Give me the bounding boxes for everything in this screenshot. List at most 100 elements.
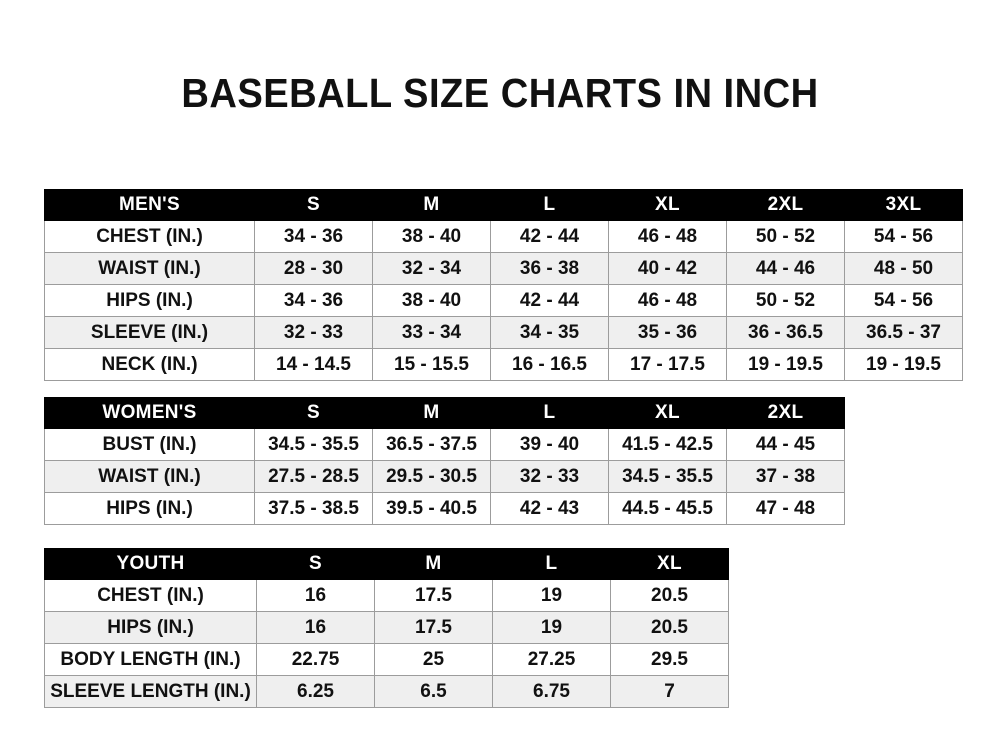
measurement-cell: 20.5 — [610, 579, 729, 612]
measurement-cell: 16 - 16.5 — [490, 348, 609, 381]
measurement-cell: 44 - 46 — [726, 252, 845, 285]
table-row: CHEST (IN.) 16 17.5 19 20.5 — [44, 579, 729, 612]
table-header-row: YOUTH S M L XL — [44, 548, 729, 580]
column-header-xl: XL — [608, 189, 727, 221]
row-label: HIPS (IN.) — [44, 284, 255, 317]
measurement-cell: 34 - 36 — [254, 284, 373, 317]
measurement-cell: 15 - 15.5 — [372, 348, 491, 381]
youth-size-chart-block: YOUTH S M L XL CHEST (IN.) 16 17.5 19 20.5 HIPS (I… — [44, 548, 729, 708]
measurement-cell: 14 - 14.5 — [254, 348, 373, 381]
measurement-cell: 46 - 48 — [608, 220, 727, 253]
measurement-cell: 40 - 42 — [608, 252, 727, 285]
measurement-cell: 39.5 - 40.5 — [372, 492, 491, 525]
measurement-cell: 38 - 40 — [372, 284, 491, 317]
measurement-cell: 36 - 38 — [490, 252, 609, 285]
measurement-cell: 34 - 35 — [490, 316, 609, 349]
table-row: WAIST (IN.) 27.5 - 28.5 29.5 - 30.5 32 - 33… — [44, 460, 845, 493]
column-header-m: M — [372, 189, 491, 221]
measurement-cell: 19 — [492, 579, 611, 612]
womens-header-label: WOMEN'S — [44, 397, 255, 429]
page-title: BASEBALL SIZE CHARTS IN INCH — [181, 70, 819, 116]
measurement-cell: 19 - 19.5 — [726, 348, 845, 381]
row-label: HIPS (IN.) — [44, 492, 255, 525]
measurement-cell: 6.75 — [492, 675, 611, 708]
measurement-cell: 35 - 36 — [608, 316, 727, 349]
measurement-cell: 44 - 45 — [726, 428, 845, 461]
row-label: BODY LENGTH (IN.) — [44, 643, 257, 676]
measurement-cell: 44.5 - 45.5 — [608, 492, 727, 525]
measurement-cell: 39 - 40 — [490, 428, 609, 461]
measurement-cell: 16 — [256, 611, 375, 644]
measurement-cell: 38 - 40 — [372, 220, 491, 253]
table-header-row: WOMEN'S S M L XL 2XL — [44, 397, 845, 429]
measurement-cell: 19 — [492, 611, 611, 644]
measurement-cell: 36.5 - 37.5 — [372, 428, 491, 461]
measurement-cell: 32 - 34 — [372, 252, 491, 285]
measurement-cell: 17.5 — [374, 611, 493, 644]
measurement-cell: 32 - 33 — [490, 460, 609, 493]
measurement-cell: 20.5 — [610, 611, 729, 644]
youth-size-table: YOUTH S M L XL CHEST (IN.) 16 17.5 19 20.5 HIPS (I… — [44, 548, 729, 708]
column-header-l: L — [490, 397, 609, 429]
table-row: SLEEVE LENGTH (IN.) 6.25 6.5 6.75 7 — [44, 675, 729, 708]
measurement-cell: 41.5 - 42.5 — [608, 428, 727, 461]
measurement-cell: 37.5 - 38.5 — [254, 492, 373, 525]
measurement-cell: 34.5 - 35.5 — [608, 460, 727, 493]
column-header-3xl: 3XL — [844, 189, 963, 221]
table-row: CHEST (IN.) 34 - 36 38 - 40 42 - 44 46 - 48 5… — [44, 220, 963, 253]
row-label: WAIST (IN.) — [44, 252, 255, 285]
row-label: HIPS (IN.) — [44, 611, 257, 644]
column-header-m: M — [372, 397, 491, 429]
womens-size-table: WOMEN'S S M L XL 2XL BUST (IN.) 34.5 - 35.5 36.5… — [44, 397, 845, 525]
row-label: NECK (IN.) — [44, 348, 255, 381]
measurement-cell: 50 - 52 — [726, 284, 845, 317]
table-row: SLEEVE (IN.) 32 - 33 33 - 34 34 - 35 35 - 36… — [44, 316, 963, 349]
table-row: WAIST (IN.) 28 - 30 32 - 34 36 - 38 40 - 42 4… — [44, 252, 963, 285]
mens-size-table: MEN'S S M L XL 2XL 3XL CHEST (IN.) 34 - 36 38 - 4… — [44, 189, 963, 381]
table-row: NECK (IN.) 14 - 14.5 15 - 15.5 16 - 16.5 17 … — [44, 348, 963, 381]
measurement-cell: 6.5 — [374, 675, 493, 708]
column-header-s: S — [254, 189, 373, 221]
measurement-cell: 22.75 — [256, 643, 375, 676]
column-header-s: S — [254, 397, 373, 429]
table-row: BODY LENGTH (IN.) 22.75 25 27.25 29.5 — [44, 643, 729, 676]
column-header-s: S — [256, 548, 375, 580]
measurement-cell: 17 - 17.5 — [608, 348, 727, 381]
measurement-cell: 32 - 33 — [254, 316, 373, 349]
measurement-cell: 54 - 56 — [844, 220, 963, 253]
row-label: CHEST (IN.) — [44, 579, 257, 612]
column-header-xl: XL — [610, 548, 729, 580]
measurement-cell: 42 - 44 — [490, 284, 609, 317]
measurement-cell: 34.5 - 35.5 — [254, 428, 373, 461]
measurement-cell: 7 — [610, 675, 729, 708]
measurement-cell: 19 - 19.5 — [844, 348, 963, 381]
measurement-cell: 48 - 50 — [844, 252, 963, 285]
table-row: HIPS (IN.) 16 17.5 19 20.5 — [44, 611, 729, 644]
measurement-cell: 27.25 — [492, 643, 611, 676]
column-header-2xl: 2XL — [726, 397, 845, 429]
row-label: WAIST (IN.) — [44, 460, 255, 493]
column-header-m: M — [374, 548, 493, 580]
measurement-cell: 17.5 — [374, 579, 493, 612]
row-label: SLEEVE LENGTH (IN.) — [44, 675, 257, 708]
table-row: HIPS (IN.) 37.5 - 38.5 39.5 - 40.5 42 - 43 4… — [44, 492, 845, 525]
measurement-cell: 6.25 — [256, 675, 375, 708]
measurement-cell: 28 - 30 — [254, 252, 373, 285]
youth-header-label: YOUTH — [44, 548, 257, 580]
measurement-cell: 50 - 52 — [726, 220, 845, 253]
column-header-2xl: 2XL — [726, 189, 845, 221]
measurement-cell: 29.5 - 30.5 — [372, 460, 491, 493]
measurement-cell: 36.5 - 37 — [844, 316, 963, 349]
measurement-cell: 36 - 36.5 — [726, 316, 845, 349]
column-header-l: L — [492, 548, 611, 580]
measurement-cell: 54 - 56 — [844, 284, 963, 317]
measurement-cell: 29.5 — [610, 643, 729, 676]
measurement-cell: 42 - 44 — [490, 220, 609, 253]
measurement-cell: 37 - 38 — [726, 460, 845, 493]
row-label: CHEST (IN.) — [44, 220, 255, 253]
mens-size-chart-block: MEN'S S M L XL 2XL 3XL CHEST (IN.) 34 - 36 38 - 4… — [44, 189, 963, 381]
table-header-row: MEN'S S M L XL 2XL 3XL — [44, 189, 963, 221]
measurement-cell: 46 - 48 — [608, 284, 727, 317]
table-row: BUST (IN.) 34.5 - 35.5 36.5 - 37.5 39 - 40 4… — [44, 428, 845, 461]
